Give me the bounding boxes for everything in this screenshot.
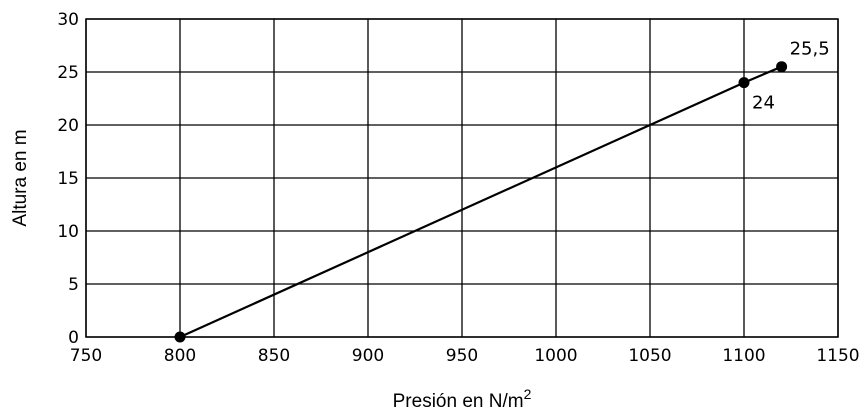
x-tick-label: 850 bbox=[258, 346, 290, 366]
x-tick-label: 900 bbox=[352, 346, 384, 366]
x-tick-labels: 750 800 850 900 950 1000 1050 1100 1150 bbox=[70, 346, 860, 366]
x-tick-label: 800 bbox=[164, 346, 196, 366]
data-point bbox=[776, 61, 788, 73]
x-tick-label: 950 bbox=[446, 346, 478, 366]
x-tick-label: 1050 bbox=[628, 346, 671, 366]
x-axis-label: Presión en N/m2 bbox=[393, 386, 532, 412]
annotations: 24 25,5 bbox=[752, 39, 830, 114]
series-line bbox=[179, 65, 783, 339]
y-tick-label: 10 bbox=[57, 222, 79, 242]
y-tick-label: 30 bbox=[57, 10, 79, 30]
x-tick-label: 1150 bbox=[816, 346, 859, 366]
data-point bbox=[738, 77, 750, 89]
data-label: 24 bbox=[752, 93, 775, 114]
y-tick-label: 25 bbox=[57, 63, 79, 83]
x-tick-label: 1000 bbox=[534, 346, 577, 366]
x-tick-label: 750 bbox=[70, 346, 102, 366]
y-tick-labels: 0 5 10 15 20 25 30 bbox=[57, 10, 79, 348]
y-tick-label: 15 bbox=[57, 169, 79, 189]
y-tick-label: 20 bbox=[57, 116, 79, 136]
data-point bbox=[174, 331, 186, 343]
x-tick-label: 1100 bbox=[722, 346, 765, 366]
y-tick-label: 0 bbox=[68, 328, 79, 348]
series-group bbox=[174, 61, 788, 343]
grid bbox=[85, 18, 839, 338]
data-label: 25,5 bbox=[790, 39, 830, 60]
y-tick-label: 5 bbox=[68, 275, 79, 295]
plot-frame bbox=[85, 18, 839, 338]
y-axis-label: Altura en m bbox=[10, 129, 31, 226]
